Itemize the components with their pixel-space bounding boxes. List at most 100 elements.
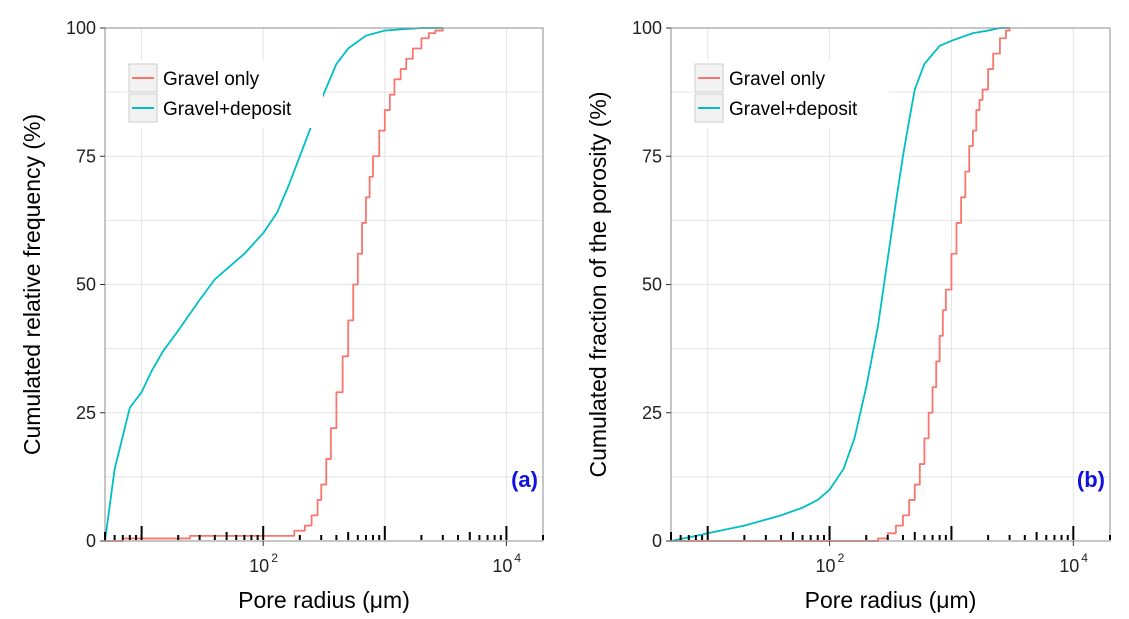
data-point-gravel-deposit — [972, 32, 974, 34]
y-axis-label: Cumulated fraction of the porosity (%) — [585, 91, 611, 477]
data-point-gravel-deposit — [365, 35, 367, 37]
data-point-gravel-only — [887, 532, 889, 534]
data-point-gravel-deposit — [895, 201, 897, 203]
data-point-gravel-only — [434, 30, 436, 32]
data-point-gravel-deposit — [853, 437, 855, 439]
data-point-gravel-only — [393, 78, 395, 80]
data-point-gravel-only — [320, 484, 322, 486]
data-point-gravel-only — [877, 537, 879, 539]
data-point-gravel-only — [987, 68, 989, 70]
data-point-gravel-deposit — [162, 350, 164, 352]
data-point-gravel-only — [347, 319, 349, 321]
data-point-gravel-only — [919, 463, 921, 465]
data-point-gravel-deposit — [199, 299, 201, 301]
data-point-gravel-deposit — [902, 155, 904, 157]
data-point-gravel-deposit — [802, 507, 804, 509]
data-point-gravel-only — [357, 253, 359, 255]
data-point-gravel-deposit — [939, 45, 941, 47]
y-tick-label: 100 — [66, 18, 96, 38]
data-point-gravel-only — [284, 535, 286, 537]
data-point-gravel-only — [999, 37, 1001, 39]
series-line-gravel-only — [105, 28, 444, 542]
series-line-gravel-deposit — [104, 27, 443, 542]
data-point-gravel-deposit — [887, 258, 889, 260]
data-point-gravel-only — [405, 58, 407, 60]
data-point-gravel-deposit — [347, 48, 349, 50]
legend-label-gravel-only: Gravel only — [729, 69, 826, 90]
data-point-gravel-deposit — [129, 407, 131, 409]
data-point-gravel-only — [914, 484, 916, 486]
data-point-gravel-only — [923, 437, 925, 439]
data-point-gravel-only — [955, 222, 957, 224]
series-layer — [670, 27, 1011, 542]
data-point-gravel-deposit — [114, 468, 116, 470]
data-point-gravel-deposit — [287, 186, 289, 188]
series-layer — [104, 27, 444, 542]
data-point-gravel-only — [895, 525, 897, 527]
x-tick-label: 10 — [492, 556, 512, 576]
data-point-gravel-only — [968, 145, 970, 147]
data-point-gravel-only — [342, 355, 344, 357]
data-point-gravel-only — [372, 155, 374, 157]
data-point-gravel-deposit — [817, 499, 819, 501]
data-point-gravel-deposit — [829, 489, 831, 491]
data-point-gravel-deposit — [214, 278, 216, 280]
data-point-gravel-deposit — [908, 119, 910, 121]
x-axis-label: Pore radius (μm) — [805, 587, 977, 613]
data-point-gravel-only — [420, 37, 422, 39]
data-point-gravel-deposit — [877, 325, 879, 327]
data-point-gravel-only — [928, 412, 930, 414]
data-point-gravel-deposit — [243, 253, 245, 255]
data-point-gravel-deposit — [842, 468, 844, 470]
y-tick-label: 0 — [86, 531, 96, 551]
legend-box — [693, 60, 889, 128]
data-point-gravel-only — [979, 99, 981, 101]
data-point-gravel-only — [428, 32, 430, 34]
y-axis-label: Cumulated relative frequency (%) — [19, 114, 45, 455]
x-axis-label: Pore radius (μm) — [238, 587, 410, 613]
data-point-gravel-deposit — [743, 525, 745, 527]
x-tick-exponent: 4 — [1081, 551, 1088, 565]
panel-tag: (a) — [511, 467, 538, 492]
legend-label-gravel-only: Gravel only — [163, 69, 260, 90]
x-tick-exponent: 2 — [271, 551, 278, 565]
series-line-gravel-deposit — [670, 27, 1010, 542]
y-tick-label: 75 — [642, 146, 662, 166]
data-point-gravel-only — [960, 196, 962, 198]
data-point-gravel-only — [352, 284, 354, 286]
panel-tag: (b) — [1077, 467, 1105, 492]
data-point-gravel-only — [369, 176, 371, 178]
y-tick-label: 75 — [76, 146, 96, 166]
data-point-gravel-only — [939, 335, 941, 337]
y-tick-label: 25 — [76, 403, 96, 423]
data-point-gravel-only — [945, 289, 947, 291]
data-point-gravel-only — [964, 171, 966, 173]
data-point-gravel-only — [1005, 30, 1007, 32]
data-point-gravel-only — [304, 525, 306, 527]
data-point-gravel-only — [975, 109, 977, 111]
data-point-gravel-only — [982, 89, 984, 91]
data-point-gravel-deposit — [141, 391, 143, 393]
data-point-gravel-deposit — [177, 330, 179, 332]
x-tick-label: 10 — [816, 556, 836, 576]
legend-box — [127, 60, 323, 128]
x-tick-label: 10 — [249, 556, 269, 576]
data-point-gravel-only — [311, 514, 313, 516]
data-point-gravel-only — [317, 499, 319, 501]
data-point-gravel-only — [908, 499, 910, 501]
series-line-gravel-only — [671, 28, 1011, 542]
data-point-gravel-deposit — [335, 63, 337, 65]
data-point-gravel-only — [189, 535, 191, 537]
legend-label-gravel-deposit: Gravel+deposit — [163, 99, 292, 120]
data-point-gravel-deposit — [299, 155, 301, 157]
data-point-gravel-deposit — [950, 40, 952, 42]
data-point-gravel-only — [361, 222, 363, 224]
y-tick-label: 25 — [642, 403, 662, 423]
data-point-gravel-deposit — [276, 212, 278, 214]
data-point-gravel-only — [932, 386, 934, 388]
data-point-gravel-only — [972, 130, 974, 132]
legend-label-gravel-deposit: Gravel+deposit — [729, 99, 858, 120]
data-point-gravel-only — [942, 309, 944, 311]
y-tick-label: 50 — [642, 275, 662, 295]
y-tick-label: 0 — [652, 531, 662, 551]
